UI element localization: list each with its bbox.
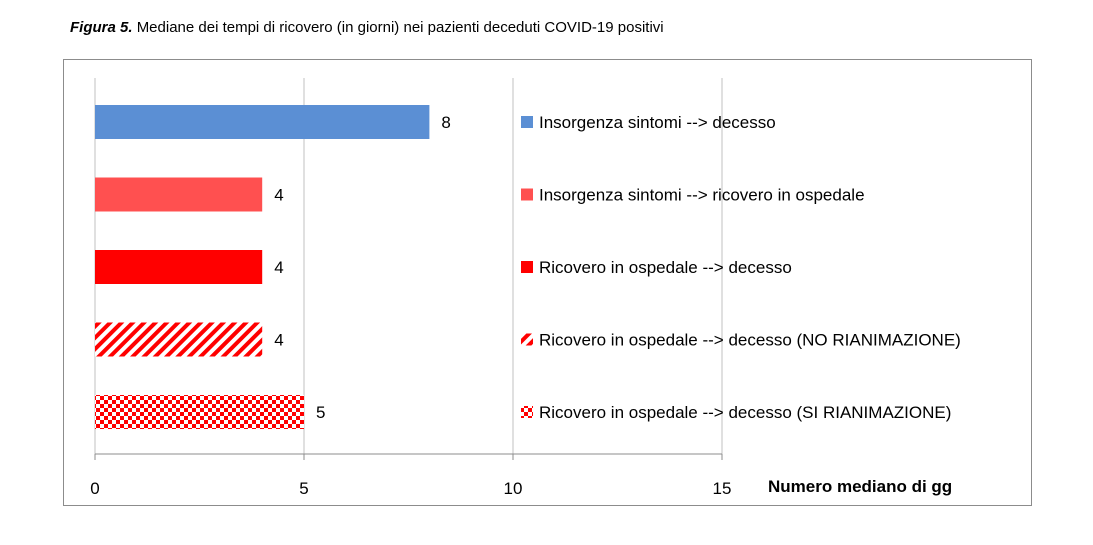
- bar: [95, 105, 430, 139]
- x-axis-title: Numero mediano di gg: [768, 477, 952, 496]
- legend-label: Insorgenza sintomi --> decesso: [539, 113, 776, 132]
- bar: [95, 322, 263, 357]
- legend-swatch: [521, 261, 533, 273]
- bar-value-label: 5: [316, 403, 325, 422]
- x-tick-labels: 0 5 10 15: [90, 479, 731, 498]
- legend-swatch: [521, 188, 533, 201]
- legend-swatch: [521, 406, 533, 418]
- legend: Insorgenza sintomi --> decesso Insorgenza…: [521, 113, 961, 422]
- bar-value-label: 8: [441, 113, 450, 132]
- bar: [95, 395, 304, 429]
- figure-caption: Figura 5. Mediane dei tempi di ricovero …: [70, 19, 664, 36]
- bar: [95, 177, 263, 212]
- bar: [95, 250, 263, 284]
- bar-value-label: 4: [274, 186, 283, 205]
- bar-labels: 8 4 4 4 5: [274, 113, 451, 422]
- x-tick-label: 0: [90, 479, 99, 498]
- legend-label: Ricovero in ospedale --> decesso (SI RIA…: [539, 403, 951, 422]
- legend-label: Insorgenza sintomi --> ricovero in osped…: [539, 186, 865, 205]
- legend-swatch: [521, 333, 533, 346]
- bars: [95, 105, 430, 429]
- x-tick-label: 15: [713, 479, 732, 498]
- bar-value-label: 4: [274, 331, 283, 350]
- figure-title: Mediane dei tempi di ricovero (in giorni…: [136, 19, 664, 36]
- chart-frame: [63, 59, 1032, 506]
- legend-label: Ricovero in ospedale --> decesso (NO RIA…: [539, 331, 961, 350]
- bar-value-label: 4: [274, 258, 283, 277]
- legend-label: Ricovero in ospedale --> decesso: [539, 258, 792, 277]
- x-tick-label: 5: [299, 479, 308, 498]
- x-tick-label: 10: [504, 479, 523, 498]
- legend-swatch: [521, 116, 533, 128]
- figure-label: Figura 5.: [70, 19, 133, 36]
